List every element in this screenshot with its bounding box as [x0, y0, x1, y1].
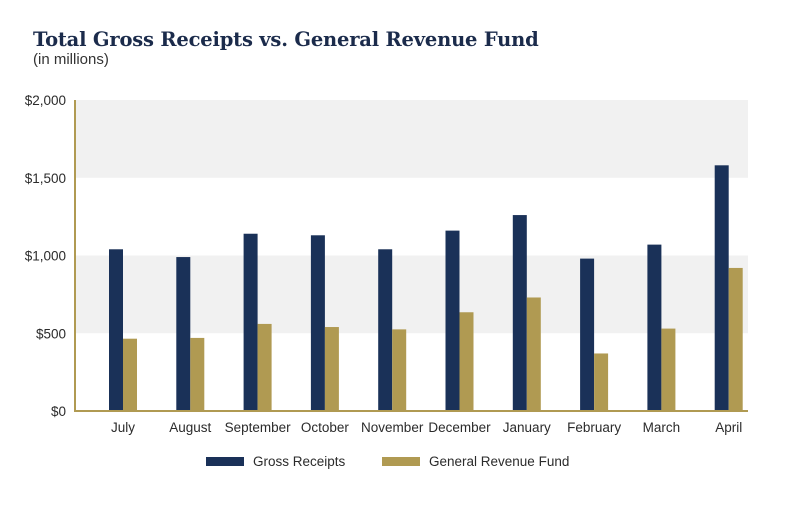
y-tick-label: $1,000	[25, 249, 66, 264]
y-tick-label: $1,500	[25, 171, 66, 186]
bar-gross-receipts-december	[445, 230, 460, 411]
bar-general-revenue-fund-april	[728, 267, 743, 411]
bar-general-revenue-fund-march	[661, 328, 676, 411]
chart-subtitle: (in millions)	[33, 51, 109, 68]
y-tick-labels: $0 $500 $1,000 $1,500 $2,000	[25, 93, 66, 419]
bar-general-revenue-fund-january	[526, 297, 541, 411]
bar-gross-receipts-february	[580, 258, 595, 411]
x-tick-label: January	[503, 420, 551, 435]
y-tick-label: $2,000	[25, 93, 66, 108]
y-tick-label: $500	[36, 326, 66, 341]
bar-gross-receipts-september	[243, 233, 258, 411]
bar-gross-receipts-november	[378, 249, 393, 411]
grid-band	[75, 100, 748, 178]
axes	[74, 100, 748, 412]
bar-gross-receipts-october	[310, 235, 325, 411]
grid-band	[75, 255, 748, 334]
x-tick-label: December	[428, 420, 491, 435]
x-tick-label: August	[169, 420, 211, 435]
x-tick-labels: July August September October November Decemb…	[111, 420, 742, 435]
bar-general-revenue-fund-november	[392, 329, 407, 411]
x-tick-label: April	[715, 420, 742, 435]
bar-general-revenue-fund-july	[123, 338, 137, 411]
chart-title: Total Gross Receipts vs. General Revenue…	[33, 28, 539, 51]
legend-item-general-revenue-fund: General Revenue Fund	[382, 454, 569, 469]
x-tick-label: September	[225, 420, 292, 435]
legend-swatch-gross-receipts	[206, 457, 244, 466]
legend: Gross Receipts General Revenue Fund	[0, 454, 800, 470]
bar-general-revenue-fund-october	[324, 327, 339, 411]
bar-gross-receipts-march	[647, 244, 662, 411]
bars	[109, 165, 743, 411]
x-tick-label: November	[361, 420, 424, 435]
x-tick-label: February	[567, 420, 621, 435]
bar-gross-receipts-july	[109, 249, 123, 411]
bar-general-revenue-fund-september	[257, 323, 272, 411]
bar-gross-receipts-august	[176, 257, 191, 411]
bar-general-revenue-fund-february	[594, 353, 609, 411]
legend-label-general-revenue-fund: General Revenue Fund	[429, 454, 570, 469]
legend-item-gross-receipts: Gross Receipts	[206, 454, 345, 469]
y-tick-label: $0	[51, 404, 66, 419]
legend-label-gross-receipts: Gross Receipts	[253, 454, 346, 469]
bar-gross-receipts-january	[512, 215, 527, 411]
bar-general-revenue-fund-august	[190, 337, 205, 411]
bar-gross-receipts-april	[714, 165, 729, 411]
x-tick-label: October	[301, 420, 350, 435]
x-tick-label: July	[111, 420, 135, 435]
legend-swatch-general-revenue-fund	[382, 457, 420, 466]
x-tick-label: March	[643, 420, 681, 435]
grid-bands	[75, 100, 748, 334]
bar-general-revenue-fund-december	[459, 312, 474, 411]
